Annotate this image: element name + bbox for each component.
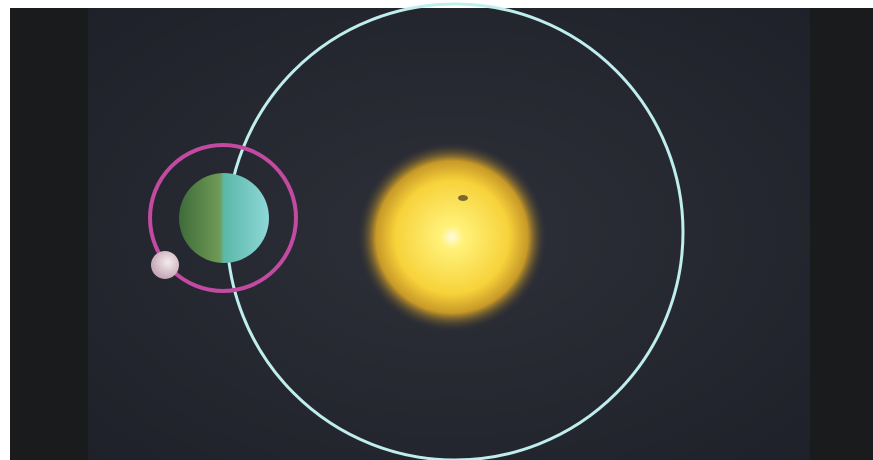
earth <box>179 173 269 263</box>
sunspot <box>458 195 468 201</box>
sun <box>357 142 547 332</box>
moon <box>151 251 179 279</box>
moon-orbit <box>148 143 298 293</box>
